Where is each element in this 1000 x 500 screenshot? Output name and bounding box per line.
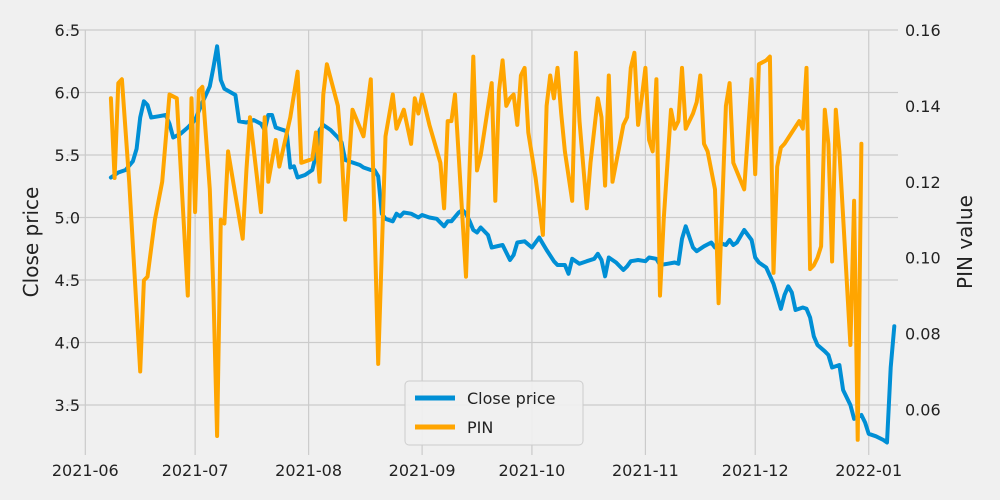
right-y-axis-ticks: 0.06 0.08 0.10 0.12 0.14 0.16 <box>905 21 941 419</box>
left-y-tick-label: 5.5 <box>55 146 80 165</box>
right-y-tick-label: 0.16 <box>905 21 941 40</box>
x-tick-label: 2021-09 <box>389 461 456 480</box>
legend-label-pin: PIN <box>467 418 493 437</box>
series-layer <box>108 44 897 445</box>
left-y-tick-label: 5.0 <box>55 209 80 228</box>
x-tick-label: 2021-12 <box>722 461 789 480</box>
left-y-axis-label: Close price <box>19 187 43 298</box>
x-tick-label: 2021-08 <box>275 461 342 480</box>
x-tick-label: 2021-07 <box>162 461 229 480</box>
left-y-tick-label: 4.5 <box>55 271 80 290</box>
x-tick-label: 2022-01 <box>835 461 902 480</box>
x-tick-label: 2021-10 <box>498 461 565 480</box>
right-y-tick-label: 0.08 <box>905 325 941 344</box>
left-y-tick-label: 4.0 <box>55 334 80 353</box>
series-line-pin <box>108 50 864 442</box>
right-y-tick-label: 0.06 <box>905 400 941 419</box>
left-y-tick-label: 6.5 <box>55 21 80 40</box>
x-axis-ticks: 2021-06 2021-07 2021-08 2021-09 2021-10 2021-… <box>52 461 902 480</box>
legend: Close price PIN <box>404 380 584 446</box>
grid-lines <box>67 29 898 455</box>
left-y-tick-label: 3.5 <box>55 396 80 415</box>
right-y-tick-label: 0.12 <box>905 173 941 192</box>
right-y-axis-label: PIN value <box>953 195 977 289</box>
left-y-tick-label: 6.0 <box>55 84 80 103</box>
legend-label-close-price: Close price <box>467 389 556 408</box>
x-tick-label: 2021-06 <box>52 461 119 480</box>
left-y-axis-ticks: 3.5 4.0 4.5 5.0 5.5 6.0 6.5 <box>55 21 80 415</box>
right-y-tick-label: 0.14 <box>905 97 941 116</box>
x-tick-label: 2021-11 <box>612 461 679 480</box>
right-y-tick-label: 0.10 <box>905 249 941 268</box>
